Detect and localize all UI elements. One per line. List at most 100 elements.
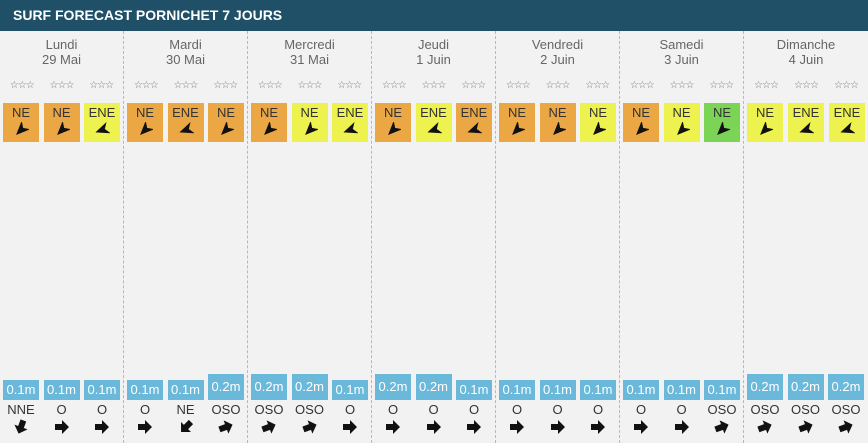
star-rating: ☆☆☆ [213,79,238,91]
rating-row: ☆☆☆ ☆☆☆ ☆☆☆ [744,74,868,96]
wind-arrow-icon [332,122,368,140]
wind-row: NE NE ENE [0,103,123,142]
wind-cell[interactable]: NE [127,103,163,142]
wind-arrow-icon [829,122,865,140]
swell-arrow-icon [251,419,287,439]
day-date: 29 Mai [41,52,82,67]
forecast-title: SURF FORECAST PORNICHET 7 JOURS [0,0,868,31]
wind-cell[interactable]: NE [663,103,700,142]
wind-direction: NE [755,105,775,120]
swell-cell: O [580,402,616,439]
day-column: Vendredi 2 Juin ☆☆☆ ☆☆☆ ☆☆☆ NE NE NE 0.1m 0.1m 0.1… [496,31,620,443]
wave-row: 0.2m 0.2m 0.1m [372,374,495,400]
wave-row: 0.1m 0.1m 0.1m [0,374,123,400]
wind-cell[interactable]: NE [539,103,576,142]
wind-direction: NE [672,105,691,120]
wind-direction: ENE [792,105,820,120]
day-header: Samedi 3 Juin [620,31,743,70]
day-column: Mercredi 31 Mai ☆☆☆ ☆☆☆ ☆☆☆ NE NE ENE 0.2m 0.2m 0.… [248,31,372,443]
swell-arrow-icon [84,419,120,439]
swell-arrow-icon [416,419,452,439]
wind-cell[interactable]: NE [499,103,535,142]
swell-arrow-icon [332,419,368,439]
wind-arrow-icon [127,122,163,140]
swell-cell: O [332,402,368,439]
wind-row: NE ENE ENE [744,103,868,142]
swell-arrow-icon [292,419,328,439]
rating-row: ☆☆☆ ☆☆☆ ☆☆☆ [620,74,743,96]
wind-cell[interactable]: NE [704,103,740,142]
wave-height-badge: 0.1m [332,380,368,400]
swell-arrow-icon [623,419,659,439]
wind-cell[interactable]: NE [43,103,80,142]
star-rating: ☆☆☆ [297,79,323,91]
wave-height-badge: 0.2m [208,374,244,400]
swell-arrow-icon [127,419,163,439]
wave-row: 0.2m 0.2m 0.2m [744,374,867,400]
wind-arrow-icon [292,122,328,140]
wind-cell[interactable]: NE [623,103,659,142]
swell-cell: O [127,402,163,439]
wind-cell[interactable]: ENE [829,103,865,142]
wind-arrow-icon [375,122,411,140]
rating-row: ☆☆☆ ☆☆☆ ☆☆☆ [372,74,495,96]
wave-height-badge: 0.1m [167,380,204,400]
wave-height-badge: 0.2m [375,374,411,400]
wind-cell[interactable]: NE [747,103,783,142]
swell-cell: NNE [3,402,39,439]
wave-height-badge: 0.1m [539,380,576,400]
swell-direction: O [428,402,439,417]
day-header: Mardi 30 Mai [124,31,247,70]
day-name: Jeudi [417,37,450,52]
swell-direction: O [676,402,687,417]
day-date: 1 Juin [416,52,451,67]
wind-cell[interactable]: NE [580,103,616,142]
swell-arrow-icon [208,419,244,439]
wind-cell[interactable]: ENE [788,103,824,142]
wave-height-badge: 0.2m [415,374,452,400]
swell-direction: O [344,402,356,417]
wind-arrow-icon [208,122,244,140]
swell-arrow-icon [828,419,864,439]
wind-direction: NE [712,105,732,120]
wind-cell[interactable]: ENE [332,103,368,142]
wind-cell[interactable]: NE [375,103,411,142]
wave-row: 0.1m 0.1m 0.1m [620,374,743,400]
star-rating: ☆☆☆ [754,79,779,91]
swell-direction: OSO [211,402,241,417]
wave-height-badge: 0.1m [623,380,659,400]
wind-cell[interactable]: NE [251,103,287,142]
wind-cell[interactable]: NE [208,103,244,142]
star-rating: ☆☆☆ [585,79,610,91]
wind-cell[interactable]: ENE [167,103,204,142]
wave-height-badge: 0.1m [663,380,700,400]
swell-direction: O [139,402,151,417]
day-date: 31 Mai [289,52,330,67]
star-rating: ☆☆☆ [337,79,362,91]
wave-height-badge: 0.2m [251,374,287,400]
day-date: 3 Juin [664,52,699,67]
swell-cell: OSO [828,402,864,439]
swell-cell: OSO [208,402,244,439]
wind-cell[interactable]: ENE [415,103,452,142]
wind-cell[interactable]: NE [3,103,39,142]
wave-row: 0.1m 0.1m 0.1m [496,374,619,400]
wind-arrow-icon [499,122,535,140]
wind-arrow-icon [3,122,39,140]
wind-cell[interactable]: ENE [456,103,492,142]
swell-cell: O [416,402,452,439]
wind-arrow-icon [664,122,700,140]
wind-arrow-icon [747,122,783,140]
swell-direction: O [468,402,480,417]
wind-direction: NE [11,105,31,120]
wind-cell[interactable]: ENE [84,103,120,142]
swell-row: O NE OSO [124,402,247,439]
wind-row: NE ENE ENE [372,103,495,142]
day-header: Jeudi 1 Juin [372,31,495,70]
wind-arrow-icon [456,122,492,140]
wind-cell[interactable]: NE [291,103,328,142]
wave-height-badge: 0.1m [3,380,39,400]
day-column: Samedi 3 Juin ☆☆☆ ☆☆☆ ☆☆☆ NE NE NE 0.1m 0.1m 0.1m O… [620,31,744,443]
wind-direction: ENE [420,105,447,120]
day-date: 30 Mai [165,52,206,67]
